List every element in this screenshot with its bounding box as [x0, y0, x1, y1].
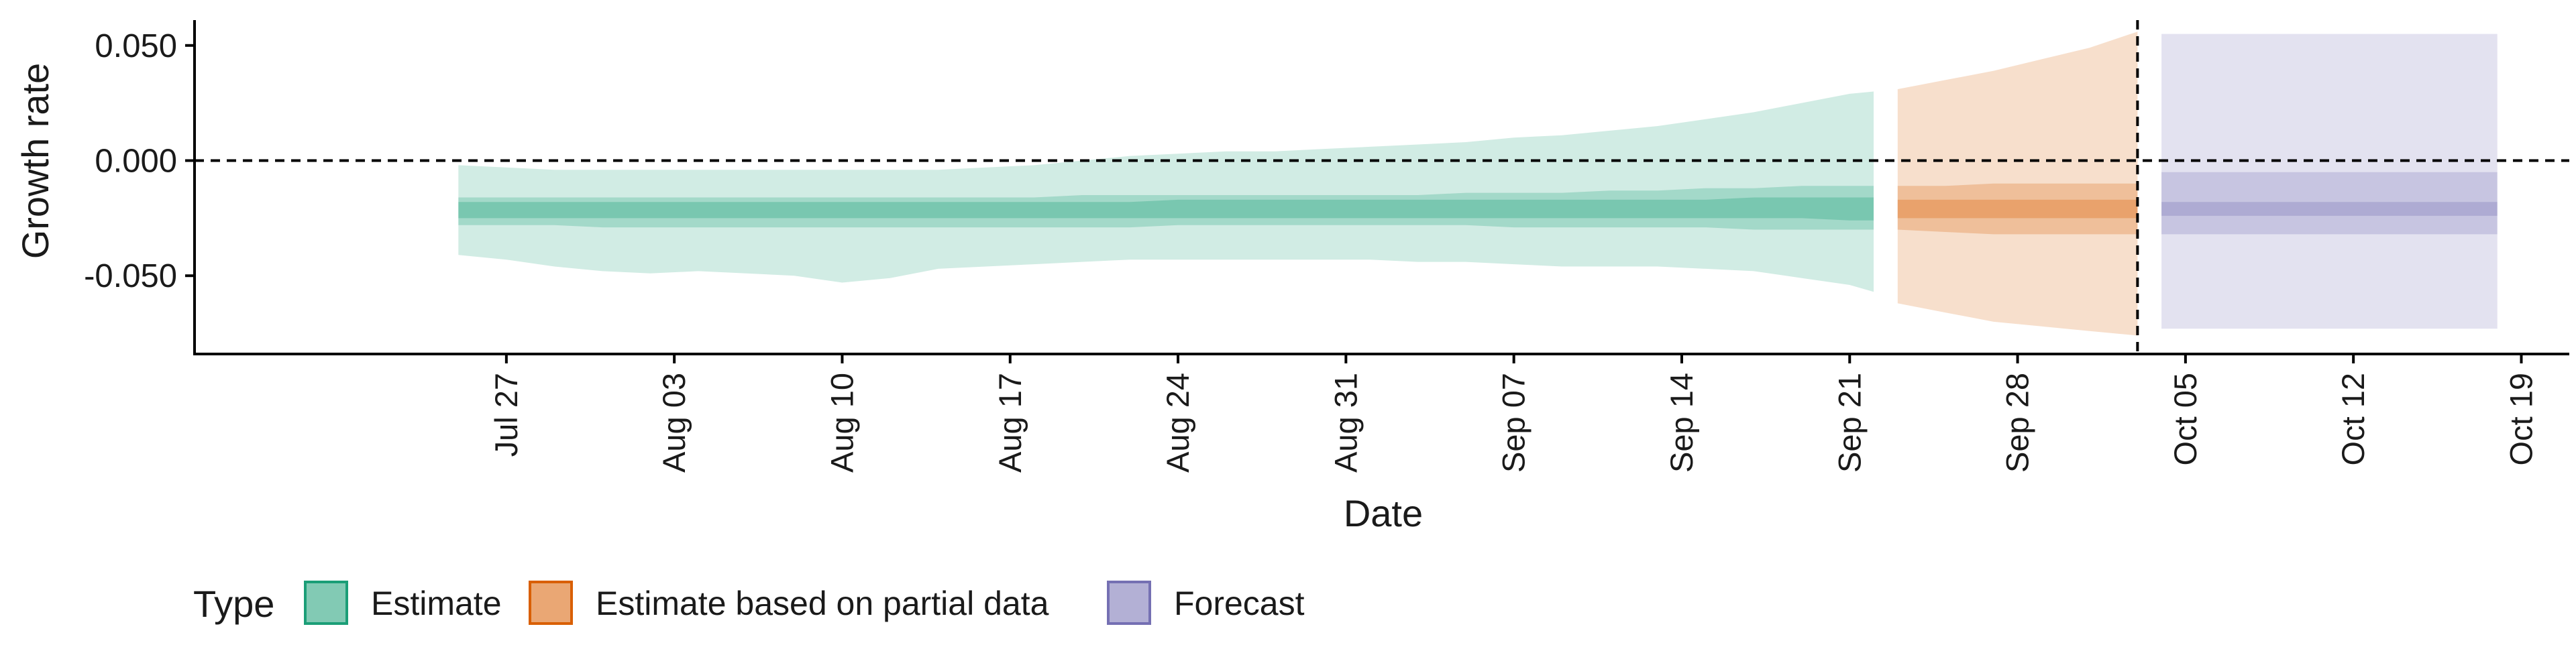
y-axis-title: Growth rate: [14, 63, 56, 259]
legend-swatch-forecast: [1107, 581, 1151, 625]
estimate-ci-20-band: [458, 197, 1874, 221]
x-tick-label: Aug 10: [824, 373, 860, 473]
legend-label-estimate-based-on-partial-data: Estimate based on partial data: [596, 585, 1049, 622]
ribbon-layer: [458, 32, 2498, 336]
legend-title: Type: [193, 583, 274, 625]
legend-label-forecast: Forecast: [1174, 585, 1305, 622]
x-tick-label: Jul 27: [488, 373, 524, 457]
legend-swatch-estimate: [304, 581, 348, 625]
legend-items: Estimate Estimate based on partial data Fo…: [304, 581, 1305, 625]
x-tick-label: Sep 07: [1496, 373, 1532, 473]
estimate-based-on-partial-data-ci-50-band: [1897, 183, 2138, 235]
forecast-ci-50-band: [2161, 172, 2498, 235]
x-tick-label: Sep 28: [2000, 373, 2035, 473]
forecast-ci-90-band: [2161, 34, 2498, 329]
x-tick-label: Oct 19: [2504, 373, 2539, 465]
legend-label-estimate: Estimate: [371, 585, 502, 622]
forecast-ci-20-band: [2161, 202, 2498, 216]
x-tick-label: Sep 21: [1831, 373, 1867, 473]
x-tick-label: Oct 12: [2335, 373, 2371, 465]
axes: [193, 20, 2569, 355]
x-tick-label: Sep 14: [1664, 373, 1699, 473]
x-tick-label: Oct 05: [2167, 373, 2203, 465]
estimate-based-on-partial-data-ci-20-band: [1897, 199, 2138, 219]
legend-swatch-estimate-based-on-partial-data: [529, 581, 573, 625]
y-tick-label: 0.000: [95, 143, 177, 180]
x-tick-label: Aug 31: [1328, 373, 1363, 473]
x-tick-label: Aug 03: [656, 373, 692, 473]
ticks: 0.050 0.000 -0.050 Jul 27 Aug 03 Aug 10 Aug 17…: [84, 28, 2538, 473]
y-tick-label: 0.050: [95, 28, 177, 64]
x-axis-title: Date: [1344, 492, 1423, 534]
estimate-based-on-partial-data-ci-90-band: [1897, 32, 2138, 336]
x-tick-label: Aug 17: [992, 373, 1028, 473]
x-tick-label: Aug 24: [1160, 373, 1195, 473]
y-tick-label: -0.050: [84, 258, 177, 294]
legend: Type Estimate Estimate based on partial d…: [193, 581, 1305, 625]
estimate-ci-90-band: [458, 91, 1874, 292]
reference-lines: [195, 20, 2569, 354]
estimate-ci-50-band: [458, 186, 1874, 230]
